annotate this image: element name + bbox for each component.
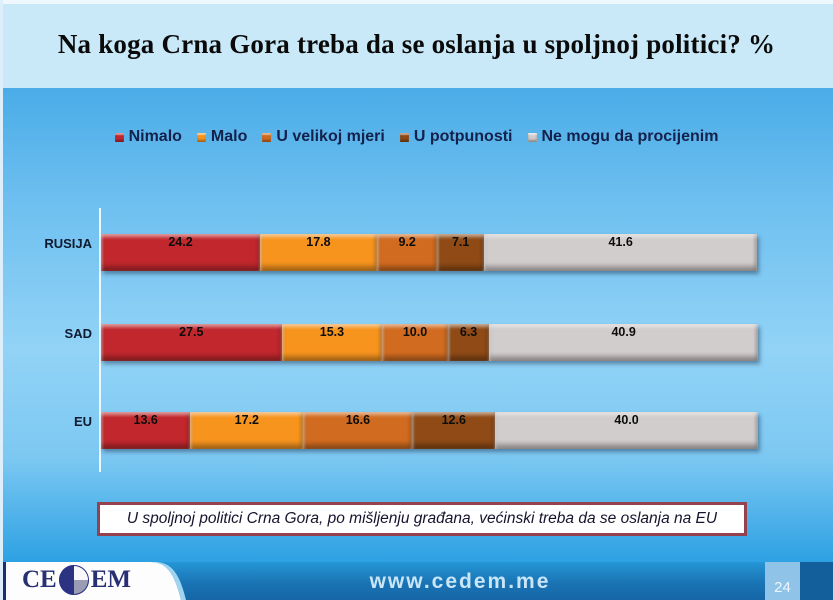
legend-item: Malo bbox=[196, 128, 248, 146]
top-edge-divider bbox=[0, 0, 833, 4]
legend: Nimalo Malo U velikoj mjeri U potpunosti Ne … bbox=[0, 128, 833, 146]
corner-box bbox=[800, 562, 833, 600]
y-axis-line bbox=[99, 208, 101, 472]
legend-label: U potpunosti bbox=[413, 128, 513, 145]
bar-row-label: EU bbox=[73, 414, 92, 429]
bar-segment: 41.6 bbox=[484, 234, 758, 271]
bar-value-label: 40.9 bbox=[611, 325, 636, 339]
bar-value-label: 17.2 bbox=[234, 413, 260, 427]
footer-url: www.cedem.me bbox=[369, 570, 551, 593]
legend-marker-icon bbox=[527, 132, 537, 142]
bar-value-label: 6.3 bbox=[459, 325, 478, 339]
bar-segment: 10.0 bbox=[382, 324, 448, 361]
logo-text-em: EM bbox=[90, 566, 132, 593]
legend-label: U velikoj mjeri bbox=[276, 128, 385, 145]
legend-item: U velikoj mjeri bbox=[262, 128, 385, 146]
bar-segment: 17.2 bbox=[190, 412, 304, 449]
bar-value-label: 12.6 bbox=[441, 413, 466, 427]
bar-row-label: RUSIJA bbox=[44, 236, 92, 251]
bar-segment: 40.9 bbox=[489, 324, 758, 361]
bar-segment: 15.3 bbox=[281, 324, 383, 361]
bar-segment: 12.6 bbox=[412, 412, 496, 449]
page-number-box: 24 bbox=[765, 562, 800, 600]
header: Na koga Crna Gora treba da se oslanja u … bbox=[0, 0, 833, 88]
legend-item: U potpunosti bbox=[399, 128, 513, 146]
bar-value-label: 17.8 bbox=[306, 235, 331, 249]
logo-white-swoosh bbox=[6, 562, 181, 600]
legend-marker-icon bbox=[196, 132, 206, 142]
cedem-logo: CE EM bbox=[22, 562, 131, 598]
footer-logo-shape bbox=[0, 562, 186, 600]
legend-label: Malo bbox=[210, 128, 248, 145]
swoosh-edge bbox=[150, 562, 186, 600]
bar-segment: 24.2 bbox=[101, 234, 260, 271]
bar-value-label: 9.2 bbox=[398, 235, 416, 249]
legend-marker-icon bbox=[114, 132, 124, 142]
bar-value-label: 15.3 bbox=[319, 325, 345, 339]
legend-item: Ne mogu da procijenim bbox=[527, 128, 719, 146]
bar-value-label: 7.1 bbox=[451, 235, 470, 249]
bar-value-label: 10.0 bbox=[402, 325, 428, 339]
stacked-bar: 24.2 17.8 9.2 7.1 41.6 bbox=[101, 234, 758, 271]
bar-segment: 9.2 bbox=[376, 234, 438, 271]
logo-left-bar bbox=[0, 562, 6, 600]
logo-text-ce: CE bbox=[22, 566, 57, 593]
bar-value-label: 24.2 bbox=[168, 235, 193, 249]
legend-label: Nimalo bbox=[128, 128, 182, 145]
bar-value-label: 27.5 bbox=[179, 325, 204, 339]
bar-value-label: 41.6 bbox=[608, 235, 633, 249]
stacked-bar: 27.5 15.3 10.0 6.3 40.9 bbox=[101, 324, 758, 361]
bar-segment: 6.3 bbox=[447, 324, 490, 361]
bar-segment: 16.6 bbox=[303, 412, 413, 449]
page-title: Na koga Crna Gora treba da se oslanja u … bbox=[57, 28, 776, 59]
stacked-bar: 13.6 17.2 16.6 12.6 40.0 bbox=[101, 412, 758, 449]
footer: CE EM www.cedem.me 24 bbox=[0, 562, 833, 600]
note-box: U spoljnoj politici Crna Gora, po mišlje… bbox=[97, 502, 747, 536]
note-text: U spoljnoj politici Crna Gora, po mišlje… bbox=[126, 510, 718, 527]
bar-segment: 7.1 bbox=[437, 234, 484, 271]
bar-segment: 40.0 bbox=[495, 412, 758, 449]
legend-item: Nimalo bbox=[114, 128, 182, 146]
left-edge-divider bbox=[0, 0, 3, 600]
cedem-circle-icon bbox=[58, 565, 89, 595]
bar-segment: 27.5 bbox=[101, 324, 282, 361]
bar-value-label: 16.6 bbox=[345, 413, 371, 427]
bar-row-label: SAD bbox=[64, 326, 92, 341]
bar-segment: 13.6 bbox=[101, 412, 191, 449]
bar-value-label: 13.6 bbox=[133, 413, 158, 427]
legend-marker-icon bbox=[399, 132, 409, 142]
page-number: 24 bbox=[774, 579, 791, 596]
legend-marker-icon bbox=[262, 132, 272, 142]
bar-value-label: 40.0 bbox=[614, 413, 639, 427]
legend-label: Ne mogu da procijenim bbox=[541, 128, 719, 145]
bar-segment: 17.8 bbox=[259, 234, 377, 271]
